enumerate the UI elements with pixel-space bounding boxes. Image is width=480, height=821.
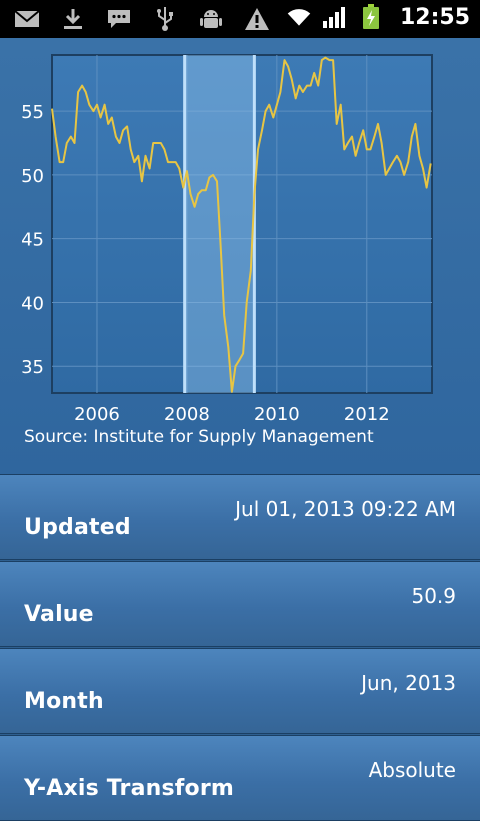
- chart-panel: 55 50 45 40 35 2006 2008 2010 2012 Source: Inst…: [0, 38, 480, 474]
- notification-icons: [14, 6, 270, 32]
- mail-icon: [14, 6, 40, 32]
- usb-icon: [152, 6, 178, 32]
- chat-icon: [106, 6, 132, 32]
- row-month[interactable]: Month Jun, 2013: [0, 648, 480, 734]
- y-tick-label: 45: [21, 230, 44, 251]
- grid-lines: [52, 55, 432, 393]
- series-line: [51, 56, 432, 393]
- row-updated[interactable]: Updated Jul 01, 2013 09:22 AM: [0, 474, 480, 560]
- row-value[interactable]: Value 50.9: [0, 561, 480, 647]
- x-tick-label: 2006: [74, 404, 120, 425]
- system-icons: 12:55: [286, 4, 470, 30]
- warning-icon: [244, 6, 270, 32]
- x-tick-label: 2008: [164, 404, 210, 425]
- y-tick-label: 50: [21, 166, 44, 187]
- row-value: 50.9: [411, 584, 456, 608]
- row-label: Value: [24, 602, 94, 627]
- wifi-icon: [286, 4, 312, 30]
- row-value: Jun, 2013: [361, 671, 456, 695]
- row-y-axis-transform[interactable]: Y-Axis Transform Absolute: [0, 735, 480, 821]
- y-tick-label: 40: [21, 293, 44, 314]
- clock: 12:55: [399, 4, 470, 30]
- y-tick-label: 55: [21, 102, 44, 123]
- x-tick-label: 2010: [254, 404, 300, 425]
- battery-charging-icon: [358, 4, 384, 30]
- x-tick-label: 2012: [344, 404, 390, 425]
- y-tick-labels: 55 50 45 40 35: [21, 102, 44, 378]
- source-text: Source: Institute for Supply Management: [24, 427, 374, 447]
- y-tick-label: 35: [21, 357, 44, 378]
- download-icon: [60, 6, 86, 32]
- pmi-line-chart[interactable]: 55 50 45 40 35 2006 2008 2010 2012: [0, 38, 480, 428]
- x-tick-labels: 2006 2008 2010 2012: [74, 404, 390, 425]
- android-debug-icon: [198, 6, 224, 32]
- signal-icon: [322, 4, 348, 30]
- row-label: Month: [24, 689, 104, 714]
- row-value: Absolute: [368, 758, 456, 782]
- status-bar: 12:55: [0, 0, 480, 38]
- row-value: Jul 01, 2013 09:22 AM: [235, 497, 456, 521]
- row-label: Updated: [24, 515, 131, 540]
- row-label: Y-Axis Transform: [24, 776, 235, 801]
